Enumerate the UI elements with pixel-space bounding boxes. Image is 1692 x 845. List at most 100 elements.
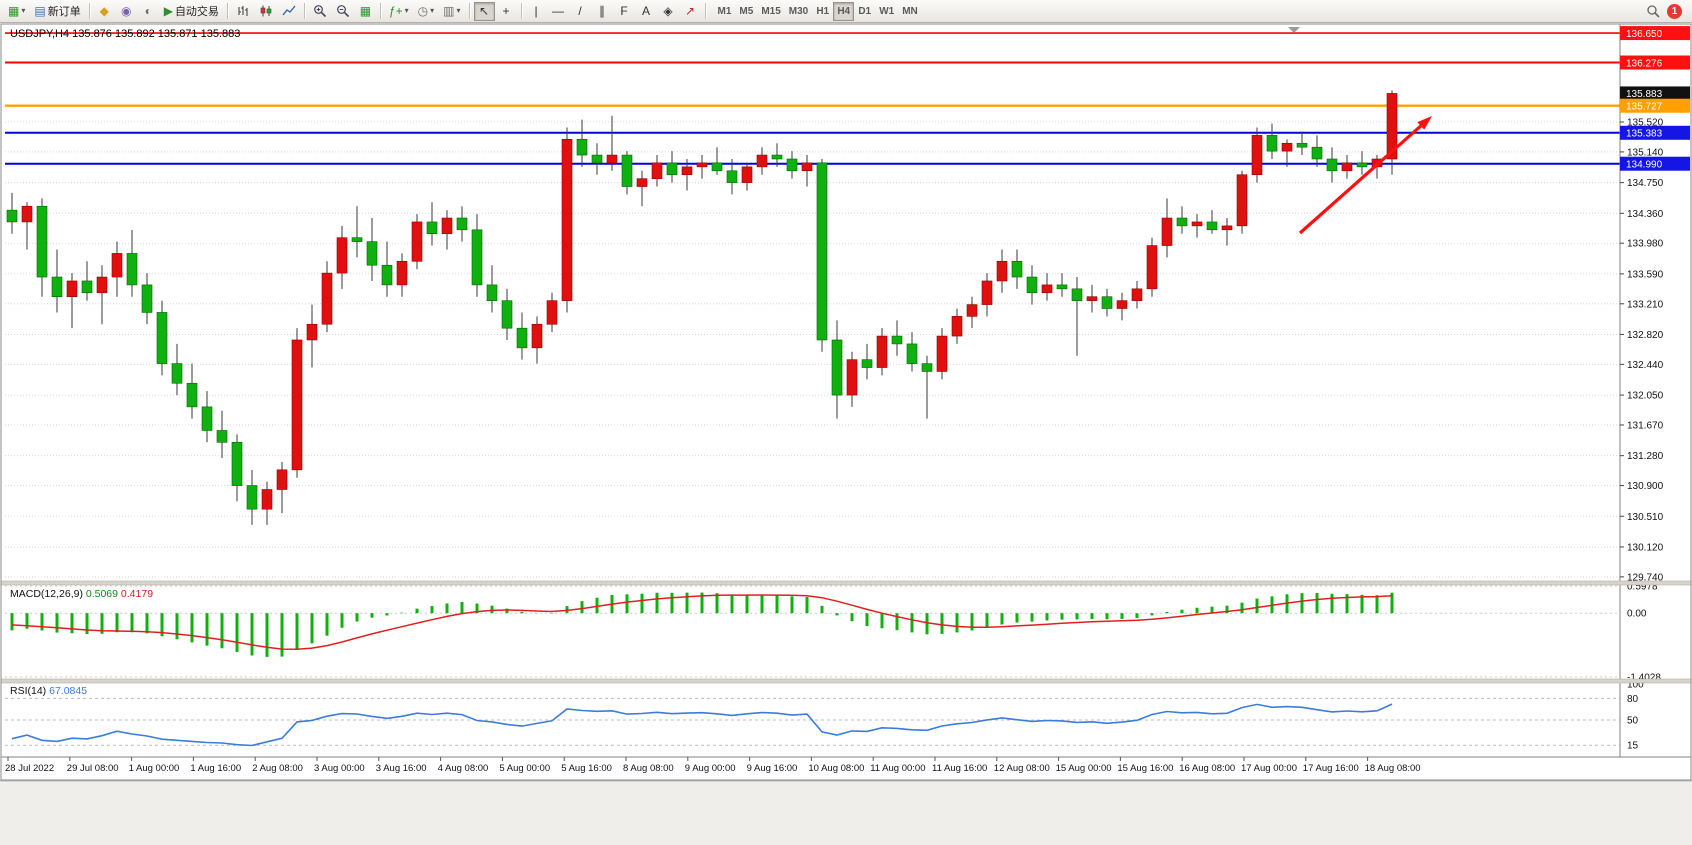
svg-text:135.883: 135.883 (1626, 89, 1663, 100)
tile-windows-button[interactable]: ▦ (355, 2, 376, 21)
tile-windows-icon: ▦ (359, 4, 372, 18)
svg-text:9 Aug 16:00: 9 Aug 16:00 (747, 763, 798, 774)
svg-text:136.276: 136.276 (1626, 58, 1663, 69)
arrows-button[interactable]: ↗ (680, 2, 701, 21)
metaeditor-button[interactable]: ◆ (94, 2, 115, 21)
metaeditor-icon: ◆ (99, 4, 109, 18)
cursor-button[interactable]: ↖ (473, 1, 495, 21)
text-button[interactable]: A (636, 2, 657, 21)
svg-text:130.510: 130.510 (1627, 512, 1664, 523)
timeframe-m5-button[interactable]: M5 (735, 2, 757, 21)
svg-text:0.00: 0.00 (1627, 609, 1647, 620)
autotrading-icon: ▶ (163, 4, 173, 18)
svg-text:1 Aug 16:00: 1 Aug 16:00 (190, 763, 241, 774)
price-scale[interactable]: 135.520 135.140 134.750 134.360 133.980 133.5… (1619, 24, 1691, 757)
svg-text:0.5978: 0.5978 (1627, 582, 1658, 593)
zoom-in-button[interactable] (309, 2, 331, 21)
zoom-in-icon (314, 5, 327, 18)
trendline-icon: / (578, 4, 582, 18)
zoom-out-button[interactable] (332, 2, 354, 21)
svg-text:15: 15 (1627, 741, 1639, 752)
bar-chart-button[interactable] (232, 2, 254, 21)
search-button[interactable] (1642, 2, 1664, 21)
svg-text:136.650: 136.650 (1626, 29, 1663, 40)
status-area (0, 781, 1692, 845)
svg-text:3 Aug 16:00: 3 Aug 16:00 (376, 763, 427, 774)
svg-text:132.820: 132.820 (1627, 330, 1664, 341)
community-icon: ◐ (144, 4, 152, 18)
svg-text:17 Aug 16:00: 17 Aug 16:00 (1303, 763, 1359, 774)
price-level-label (1620, 26, 1690, 41)
panel-splitter[interactable] (0, 580, 1692, 586)
text-icon: A (641, 4, 650, 18)
timeframe-h4-button[interactable]: H4 (833, 1, 855, 21)
timeframe-m15-button[interactable]: M15 (757, 2, 784, 21)
channel-icon: ∥ (599, 4, 605, 18)
new-chart-button[interactable]: ▦ ▾ (4, 2, 29, 21)
candlesticks (6, 90, 1398, 525)
indicators-button[interactable]: ƒ+ ▾ (385, 2, 413, 21)
autotrading-button[interactable]: ▶ 自动交易 (160, 2, 223, 21)
periods-icon: ◷ (417, 4, 429, 18)
svg-text:11 Aug 00:00: 11 Aug 00:00 (870, 763, 925, 774)
label-icon: ◈ (663, 4, 673, 18)
toolbar-separator (379, 3, 381, 19)
vertical-line-button[interactable]: | (526, 2, 547, 21)
svg-text:3 Aug 00:00: 3 Aug 00:00 (314, 763, 365, 774)
timeframe-d1-button[interactable]: D1 (854, 2, 875, 21)
price-level-label (1620, 86, 1690, 101)
candlestick-chart-icon (260, 5, 272, 17)
panel-splitter[interactable] (0, 678, 1692, 684)
candlestick-chart-button[interactable] (255, 2, 277, 21)
chart-border (0, 23, 1692, 781)
cursor-icon: ↖ (478, 4, 490, 18)
time-axis[interactable]: 28 Jul 2022 29 Jul 08:00 1 Aug 00:00 1 Aug … (1, 756, 1691, 774)
fibonacci-button[interactable]: F (614, 2, 635, 21)
horizontal-line-icon: — (552, 4, 564, 18)
price-level-label (1620, 156, 1690, 171)
svg-text:130.120: 130.120 (1627, 542, 1664, 553)
channel-button[interactable]: ∥ (592, 2, 613, 21)
timeframe-m1-button[interactable]: M1 (714, 2, 736, 21)
crosshair-icon: + (502, 4, 510, 18)
svg-text:1 Aug 00:00: 1 Aug 00:00 (129, 763, 180, 774)
community-button[interactable]: ◐ (138, 2, 159, 21)
rsi-panel: RSI(14) 67.0845 (5, 685, 1620, 747)
svg-text:135.140: 135.140 (1627, 147, 1664, 158)
chart-area[interactable]: MACD(12,26,9) 0.5069 0.4179 RSI(14) 67.08… (0, 23, 1692, 845)
svg-text:135.383: 135.383 (1626, 129, 1663, 140)
chart-background (0, 23, 1692, 845)
svg-text:133.210: 133.210 (1627, 299, 1664, 310)
svg-text:9 Aug 00:00: 9 Aug 00:00 (685, 763, 736, 774)
toolbar-separator (520, 3, 522, 19)
chart-ohlc-title: USDJPY,H4 135.876 135.892 135.871 135.88… (10, 28, 240, 40)
svg-text:18 Aug 08:00: 18 Aug 08:00 (1365, 763, 1421, 774)
periods-button[interactable]: ◷ ▾ (414, 2, 439, 21)
chart-canvas[interactable]: MACD(12,26,9) 0.5069 0.4179 RSI(14) 67.08… (0, 23, 1692, 845)
svg-text:134.360: 134.360 (1627, 209, 1664, 220)
horizontal-line-button[interactable]: — (548, 2, 569, 21)
label-button[interactable]: ◈ (658, 2, 679, 21)
timeframe-h1-button[interactable]: H1 (812, 2, 833, 21)
toolbar-separator (88, 3, 90, 19)
timeframe-w1-button[interactable]: W1 (875, 2, 898, 21)
macd-panel: MACD(12,26,9) 0.5069 0.4179 (5, 585, 1620, 678)
templates-button[interactable]: ▥ ▾ (439, 2, 464, 21)
svg-text:5 Aug 00:00: 5 Aug 00:00 (499, 763, 550, 774)
svg-text:134.750: 134.750 (1627, 178, 1664, 189)
timeframe-m30-button[interactable]: M30 (785, 2, 812, 21)
market-icon: ◉ (120, 4, 132, 18)
new-order-button[interactable]: ▤ 新订单 (30, 2, 84, 21)
main-toolbar: ▦ ▾ ▤ 新订单 ◆ ◉ ◐ ▶ 自动交易 ▦ ƒ+ ▾ ◷ ▾ ▥ ▾ ↖ + | — … (0, 0, 1692, 23)
line-chart-button[interactable] (278, 2, 300, 21)
line-chart-icon (282, 5, 296, 16)
timeframe-mn-button[interactable]: MN (898, 2, 922, 21)
market-button[interactable]: ◉ (116, 2, 137, 21)
trend-arrow-annotation[interactable] (1298, 116, 1432, 235)
arrows-icon: ↗ (684, 4, 696, 18)
crosshair-button[interactable]: + (496, 2, 517, 21)
svg-text:134.990: 134.990 (1626, 160, 1663, 171)
svg-text:15 Aug 00:00: 15 Aug 00:00 (1056, 763, 1112, 774)
notification-badge[interactable]: 1 (1667, 3, 1682, 19)
trendline-button[interactable]: / (570, 2, 591, 21)
